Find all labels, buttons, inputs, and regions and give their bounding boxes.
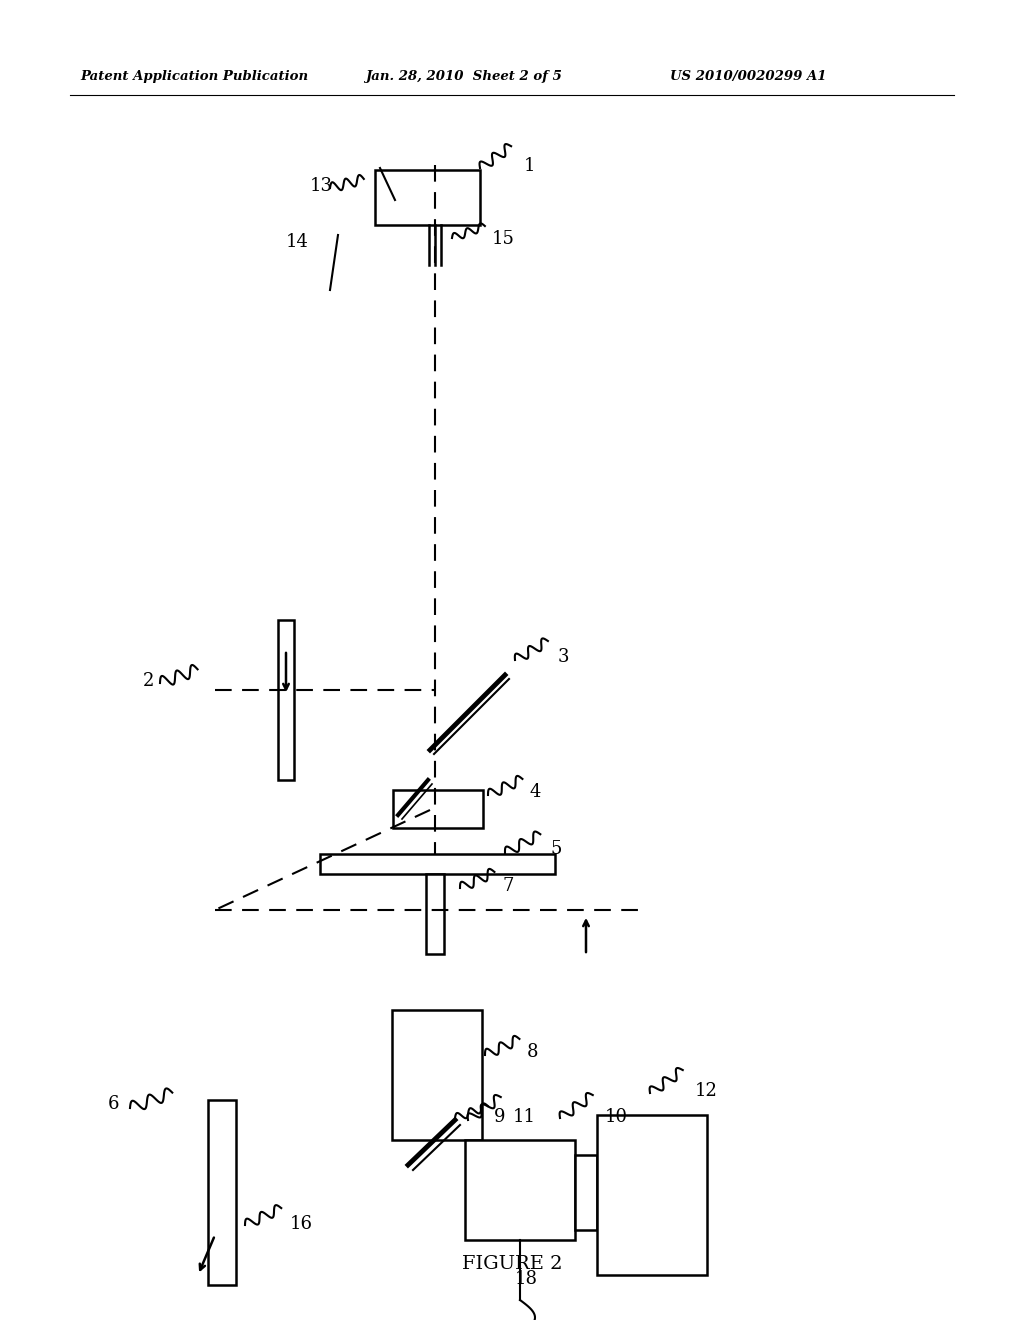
- Text: FIGURE 2: FIGURE 2: [462, 1255, 562, 1272]
- Bar: [426, 874, 444, 954]
- Text: Patent Application Publication: Patent Application Publication: [80, 70, 308, 83]
- Bar: [319, 854, 555, 874]
- Bar: [375, 170, 480, 224]
- Bar: [597, 1115, 707, 1275]
- Text: 16: 16: [290, 1214, 313, 1233]
- Text: 5: 5: [550, 840, 561, 858]
- Text: 10: 10: [605, 1107, 628, 1126]
- Text: 8: 8: [527, 1043, 539, 1061]
- Text: 14: 14: [286, 234, 309, 251]
- Text: 4: 4: [530, 783, 542, 801]
- Text: Jan. 28, 2010  Sheet 2 of 5: Jan. 28, 2010 Sheet 2 of 5: [365, 70, 562, 83]
- Text: 13: 13: [310, 177, 333, 195]
- Text: 11: 11: [513, 1107, 536, 1126]
- Text: 6: 6: [108, 1096, 120, 1113]
- Text: 9: 9: [494, 1107, 506, 1126]
- Bar: [278, 620, 294, 780]
- Bar: [465, 1140, 575, 1239]
- Text: 15: 15: [492, 230, 515, 248]
- Bar: [208, 1100, 236, 1284]
- Text: 18: 18: [515, 1270, 538, 1288]
- Text: 3: 3: [558, 648, 569, 667]
- Text: US 2010/0020299 A1: US 2010/0020299 A1: [670, 70, 826, 83]
- Bar: [392, 1010, 482, 1140]
- Text: 7: 7: [502, 876, 513, 895]
- Text: 12: 12: [695, 1082, 718, 1100]
- Bar: [393, 789, 483, 828]
- Text: 2: 2: [143, 672, 155, 690]
- Bar: [575, 1155, 597, 1230]
- Text: 1: 1: [524, 157, 536, 176]
